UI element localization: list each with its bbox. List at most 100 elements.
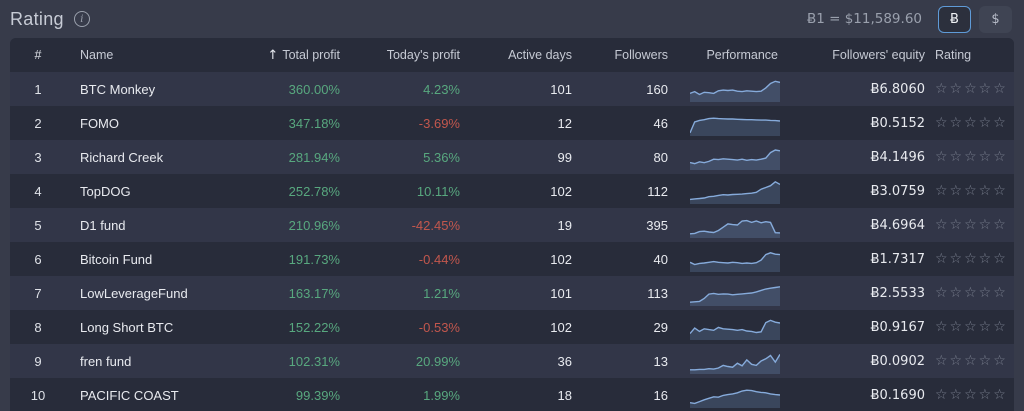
today-profit-value: 1.21%	[423, 285, 460, 301]
star-rating[interactable]: ☆☆☆☆☆	[935, 183, 1008, 199]
trader-name[interactable]: Bitcoin Fund	[80, 251, 153, 267]
performance-sparkline	[668, 110, 788, 136]
followers-value: 46	[653, 115, 668, 131]
trader-name[interactable]: TopDOG	[80, 183, 131, 199]
trader-name[interactable]: D1 fund	[80, 217, 126, 233]
trader-name[interactable]: fren fund	[80, 353, 132, 369]
table-row[interactable]: 7 LowLeverageFund 163.17% 1.21% 101 113 …	[10, 276, 1014, 310]
star-rating[interactable]: ☆☆☆☆☆	[935, 353, 1008, 369]
star-rating[interactable]: ☆☆☆☆☆	[935, 387, 1008, 403]
followers-value: 40	[653, 251, 668, 267]
star-rating[interactable]: ☆☆☆☆☆	[935, 115, 1008, 131]
page-title: Rating	[10, 8, 64, 29]
followers-value: 113	[647, 285, 668, 301]
active-days-value: 102	[550, 251, 572, 267]
active-days-value: 36	[557, 353, 572, 369]
table-row[interactable]: 10 PACIFIC COAST 99.39% 1.99% 18 16 Ƀ0.1…	[10, 378, 1014, 411]
followers-equity-value: Ƀ4.6964	[870, 217, 925, 233]
followers-equity-value: Ƀ0.0902	[870, 353, 925, 369]
active-days-value: 12	[557, 115, 572, 131]
trader-name[interactable]: BTC Monkey	[80, 81, 156, 97]
header-total-profit[interactable]: ↑ Total profit	[267, 47, 340, 63]
rank-cell: 3	[34, 149, 42, 165]
header-today-profit[interactable]: Today's profit	[386, 48, 460, 62]
star-rating[interactable]: ☆☆☆☆☆	[935, 149, 1008, 165]
exchange-rate: Ƀ1 = $11,589.60	[806, 11, 922, 27]
active-days-value: 18	[557, 387, 572, 403]
performance-sparkline	[668, 144, 788, 170]
rating-table: # Name ↑ Total profit Today's profit Acti…	[10, 38, 1014, 411]
trader-name[interactable]: PACIFIC COAST	[80, 387, 179, 403]
rank-cell: 5	[34, 217, 42, 233]
rank-cell: 1	[34, 81, 42, 97]
today-profit-value: -0.53%	[418, 319, 460, 335]
info-icon[interactable]: i	[73, 11, 90, 27]
followers-equity-value: Ƀ0.1690	[870, 387, 925, 403]
rank-cell: 2	[34, 115, 42, 131]
performance-sparkline	[668, 246, 788, 272]
followers-equity-value: Ƀ0.9167	[870, 319, 925, 335]
today-profit-value: -42.45%	[411, 217, 460, 233]
total-profit-value: 152.22%	[288, 319, 340, 335]
table-row[interactable]: 1 BTC Monkey 360.00% 4.23% 101 160 Ƀ6.80…	[10, 72, 1014, 106]
table-row[interactable]: 9 fren fund 102.31% 20.99% 36 13 Ƀ0.0902…	[10, 344, 1014, 378]
today-profit-value: -3.69%	[418, 115, 460, 131]
active-days-value: 99	[557, 149, 572, 165]
total-profit-value: 102.31%	[288, 353, 340, 369]
performance-sparkline	[668, 212, 788, 238]
table-row[interactable]: 8 Long Short BTC 152.22% -0.53% 102 29 Ƀ…	[10, 310, 1014, 344]
active-days-value: 101	[550, 81, 572, 97]
top-bar: Rating i Ƀ1 = $11,589.60 Ƀ $	[0, 0, 1024, 38]
followers-value: 16	[653, 387, 668, 403]
sort-asc-icon: ↑	[267, 47, 279, 63]
star-rating[interactable]: ☆☆☆☆☆	[935, 217, 1008, 233]
followers-equity-value: Ƀ1.7317	[870, 251, 925, 267]
star-rating[interactable]: ☆☆☆☆☆	[935, 251, 1008, 267]
performance-sparkline	[668, 178, 788, 204]
followers-equity-value: Ƀ0.5152	[870, 115, 925, 131]
total-profit-value: 347.18%	[288, 115, 340, 131]
trader-name[interactable]: LowLeverageFund	[80, 285, 188, 301]
header-followers[interactable]: Followers	[614, 48, 669, 62]
trader-name[interactable]: Richard Creek	[80, 149, 164, 165]
today-profit-value: 5.36%	[423, 149, 460, 165]
performance-sparkline	[668, 382, 788, 408]
table-row[interactable]: 3 Richard Creek 281.94% 5.36% 99 80 Ƀ4.1…	[10, 140, 1014, 174]
total-profit-value: 99.39%	[295, 387, 340, 403]
rank-cell: 9	[34, 353, 42, 369]
followers-equity-value: Ƀ6.8060	[870, 81, 925, 97]
followers-value: 395	[646, 217, 668, 233]
total-profit-value: 252.78%	[288, 183, 340, 199]
header-followers-equity[interactable]: Followers' equity	[832, 48, 925, 62]
active-days-value: 102	[550, 183, 572, 199]
star-rating[interactable]: ☆☆☆☆☆	[935, 81, 1008, 97]
table-row[interactable]: 5 D1 fund 210.96% -42.45% 19 395 Ƀ4.6964…	[10, 208, 1014, 242]
header-performance[interactable]: Performance	[706, 48, 778, 62]
header-rank: #	[34, 48, 42, 62]
rank-cell: 4	[34, 183, 42, 199]
currency-usd-button[interactable]: $	[979, 5, 1012, 33]
star-rating[interactable]: ☆☆☆☆☆	[935, 285, 1008, 301]
today-profit-value: 20.99%	[415, 353, 460, 369]
trader-name[interactable]: FOMO	[80, 115, 119, 131]
table-row[interactable]: 4 TopDOG 252.78% 10.11% 102 112 Ƀ3.0759 …	[10, 174, 1014, 208]
header-active-days[interactable]: Active days	[508, 48, 572, 62]
performance-sparkline	[668, 348, 788, 374]
star-rating[interactable]: ☆☆☆☆☆	[935, 319, 1008, 335]
rank-cell: 7	[34, 285, 42, 301]
table-row[interactable]: 6 Bitcoin Fund 191.73% -0.44% 102 40 Ƀ1.…	[10, 242, 1014, 276]
table-row[interactable]: 2 FOMO 347.18% -3.69% 12 46 Ƀ0.5152 ☆☆☆☆…	[10, 106, 1014, 140]
table-body: 1 BTC Monkey 360.00% 4.23% 101 160 Ƀ6.80…	[10, 72, 1014, 411]
followers-value: 29	[653, 319, 668, 335]
today-profit-value: 10.11%	[416, 183, 460, 199]
total-profit-value: 210.96%	[288, 217, 340, 233]
total-profit-value: 191.73%	[288, 251, 340, 267]
followers-value: 13	[653, 353, 668, 369]
trader-name[interactable]: Long Short BTC	[80, 319, 174, 335]
currency-btc-button[interactable]: Ƀ	[938, 5, 971, 33]
followers-equity-value: Ƀ2.5533	[870, 285, 925, 301]
followers-value: 160	[646, 81, 668, 97]
today-profit-value: 1.99%	[423, 387, 460, 403]
header-rating[interactable]: Rating	[935, 48, 972, 62]
rank-cell: 6	[34, 251, 42, 267]
